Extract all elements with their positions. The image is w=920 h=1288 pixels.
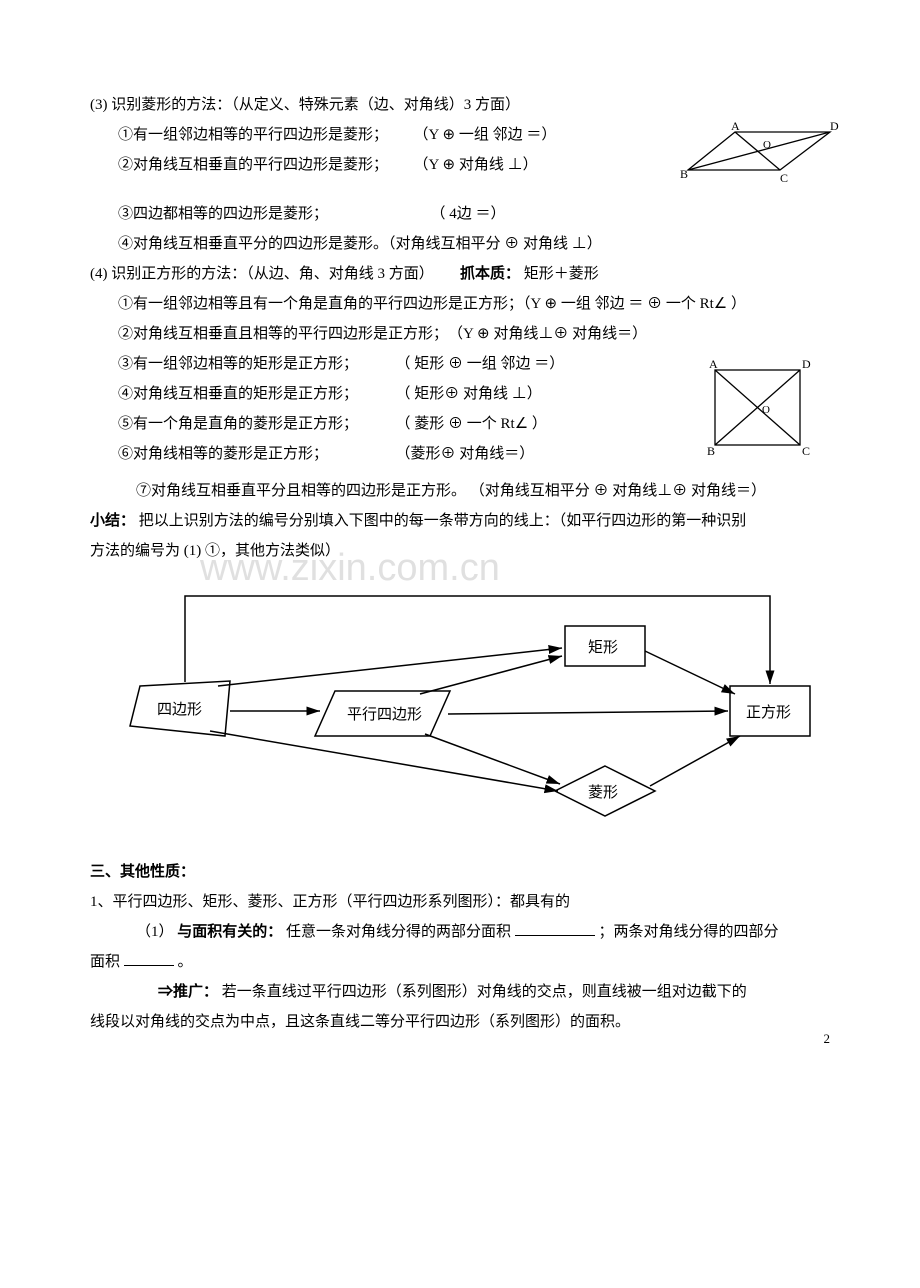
s4-heading-c: 矩形＋菱形	[524, 266, 599, 282]
s4-i4-note: （ 矩形⊕ 对角线 ⊥）	[396, 386, 542, 402]
other-p3b: 。	[178, 954, 193, 970]
summary-label: 小结：	[90, 513, 135, 529]
s4-heading-a: (4) 识别正方形的方法：（从边、角、对角线 3 方面）	[90, 266, 456, 282]
s4-heading-b: 抓本质：	[460, 266, 520, 282]
square-O: O	[762, 404, 770, 416]
s3-i1-note: （Y ⊕ 一组 邻边 ＝）	[414, 127, 557, 143]
square-C: C	[802, 444, 810, 458]
s4-i5-note: （ 菱形 ⊕ 一个 Rt∠ ）	[396, 416, 547, 432]
s4-i2: ②对角线互相垂直且相等的平行四边形是正方形； （Y ⊕ 对角线⊥⊕ 对角线＝）	[90, 319, 840, 349]
summary-l2: 方法的编号为 (1) ①，其他方法类似）	[90, 536, 840, 566]
s3-heading: (3) 识别菱形的方法：（从定义、特殊元素（边、对角线）3 方面）	[90, 90, 840, 120]
s3-i1-text: ①有一组邻边相等的平行四边形是菱形；	[118, 127, 388, 143]
rhombus-figure: A D B C O	[680, 120, 840, 188]
s4-i6-note: （菱形⊕ 对角线＝）	[396, 446, 535, 462]
rhombus-O: O	[763, 139, 771, 151]
other-p1: 1、平行四边形、矩形、菱形、正方形（平行四边形系列图形）：都具有的	[90, 887, 840, 917]
s3-i4: ④对角线互相垂直平分的四边形是菱形。（对角线互相平分 ⊕ 对角线 ⊥）	[90, 229, 840, 259]
blank-1	[515, 920, 595, 936]
other-p2d: ；两条对角线分得的四部分	[599, 924, 779, 940]
s4-i6-text: ⑥对角线相等的菱形是正方形；	[118, 446, 328, 462]
summary-l1: 把以上识别方法的编号分别填入下图中的每一条带方向的线上：（如平行四边形的第一种识…	[139, 513, 747, 529]
other-p2b: 与面积有关的：	[177, 924, 282, 940]
rhombus-C: C	[780, 171, 788, 185]
rhombus-B: B	[680, 167, 688, 181]
s4-i7: ⑦对角线互相垂直平分且相等的四边形是正方形。 （对角线互相平分 ⊕ 对角线⊥⊕ …	[90, 476, 840, 506]
node-rhom: 菱形	[588, 784, 618, 801]
node-quad: 四边形	[157, 701, 202, 718]
square-figure: A D B C O	[700, 355, 820, 465]
other-p2c: 任意一条对角线分得的两部分面积	[286, 924, 511, 940]
s4-i3-text: ③有一组邻边相等的矩形是正方形；	[118, 356, 358, 372]
rhombus-D: D	[830, 120, 839, 133]
s3-i3-text: ③四边都相等的四边形是菱形；	[118, 206, 328, 222]
other-p4b: 若一条直线过平行四边形（系列图形）对角线的交点，则直线被一组对边截下的	[222, 984, 747, 1000]
rhombus-A: A	[731, 120, 740, 133]
other-p5: 线段以对角线的交点为中点，且这条直线二等分平行四边形（系列图形）的面积。	[90, 1007, 840, 1037]
s3-i3-note: （ 4边 ＝）	[431, 206, 506, 222]
other-title: 三、其他性质：	[90, 857, 840, 887]
other-p4a: ⇒推广：	[158, 984, 218, 1000]
other-p2a: （1）	[136, 924, 174, 940]
s4-i3-note: （ 矩形 ⊕ 一组 邻边 ＝）	[396, 356, 565, 372]
other-p3a: 面积	[90, 954, 120, 970]
node-rect: 矩形	[588, 639, 618, 656]
square-A: A	[709, 357, 718, 371]
node-para: 平行四边形	[347, 706, 422, 723]
s4-i1: ①有一组邻边相等且有一个角是直角的平行四边形是正方形；（Y ⊕ 一组 邻边 ＝ …	[90, 289, 840, 319]
flowchart: 四边形 平行四边形 矩形 菱形 正方形	[110, 576, 830, 836]
blank-2	[124, 950, 174, 966]
square-B: B	[707, 444, 715, 458]
square-D: D	[802, 357, 811, 371]
s3-i2-text: ②对角线互相垂直的平行四边形是菱形；	[118, 157, 388, 173]
s3-i2-note: （Y ⊕ 对角线 ⊥）	[414, 157, 538, 173]
node-square: 正方形	[746, 704, 791, 721]
s4-i5-text: ⑤有一个角是直角的菱形是正方形；	[118, 416, 358, 432]
s4-i4-text: ④对角线互相垂直的矩形是正方形；	[118, 386, 358, 402]
